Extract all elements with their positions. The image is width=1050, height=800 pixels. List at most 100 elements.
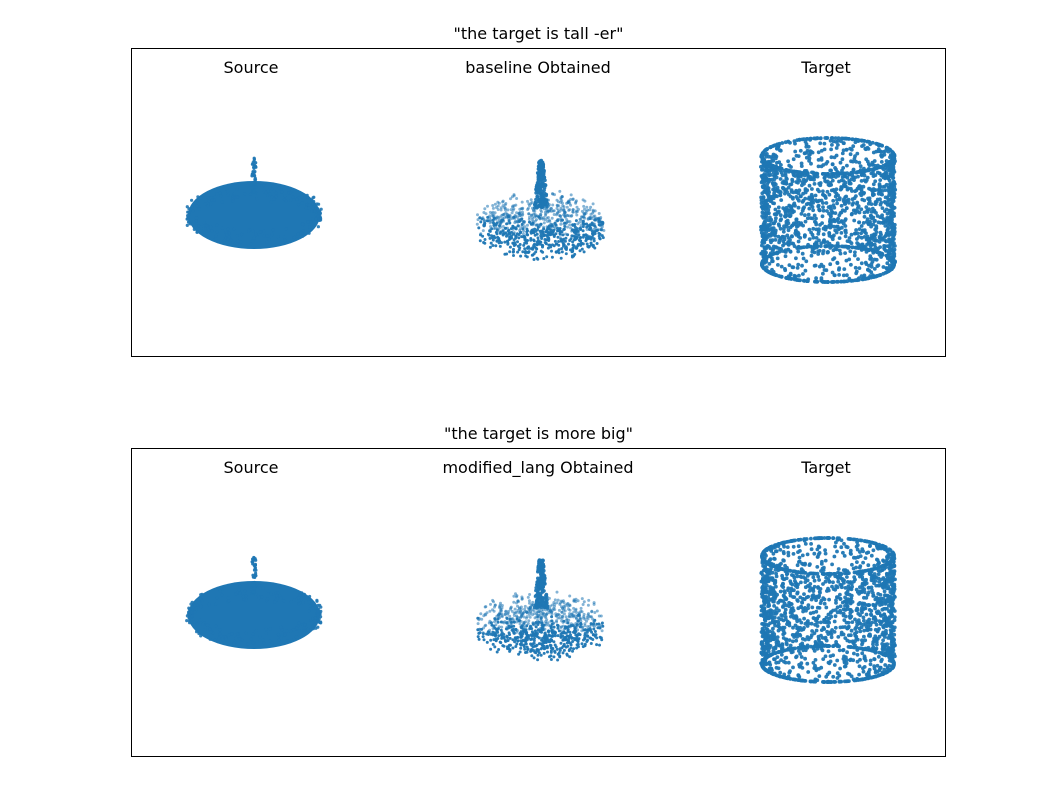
point: [299, 231, 304, 235]
point: [759, 228, 763, 232]
point: [534, 197, 538, 202]
point: [535, 256, 539, 260]
point: [868, 187, 873, 192]
point: [520, 235, 524, 239]
point: [797, 273, 801, 278]
point: [788, 194, 793, 199]
point: [815, 136, 820, 141]
point: [559, 208, 563, 212]
point: [495, 232, 499, 236]
point: [568, 604, 572, 607]
point: [252, 190, 256, 194]
point: [585, 228, 589, 231]
point: [556, 652, 560, 656]
point: [533, 202, 537, 206]
point: [867, 207, 871, 212]
point: [880, 251, 884, 256]
point: [493, 631, 497, 635]
point: [830, 237, 835, 242]
point: [264, 627, 268, 631]
point: [847, 236, 852, 240]
point: [551, 646, 555, 650]
point: [834, 598, 838, 603]
point: [279, 636, 283, 640]
point: [825, 189, 830, 194]
point: [490, 234, 494, 238]
point: [539, 208, 543, 212]
point: [881, 185, 885, 189]
point: [807, 237, 812, 242]
point: [558, 648, 562, 652]
point: [760, 234, 765, 239]
obtained-cloud-2: [476, 558, 605, 662]
point: [579, 606, 583, 610]
point: [598, 232, 602, 236]
point: [791, 172, 796, 177]
point: [830, 211, 835, 215]
point: [850, 137, 855, 142]
point: [195, 630, 199, 634]
point: [501, 225, 505, 228]
point: [839, 231, 844, 235]
point: [802, 245, 806, 250]
point: [829, 280, 834, 284]
point: [264, 190, 268, 195]
point: [291, 628, 295, 632]
point: [870, 248, 875, 253]
point: [553, 650, 557, 654]
point: [598, 643, 601, 647]
point: [561, 620, 565, 624]
point: [495, 650, 499, 654]
point: [783, 214, 787, 219]
point: [559, 233, 562, 237]
point: [829, 147, 833, 152]
point: [532, 656, 536, 660]
point: [830, 143, 834, 147]
point: [308, 594, 312, 599]
point: [313, 209, 317, 213]
point: [805, 171, 810, 176]
point: [807, 159, 811, 163]
point: [593, 214, 597, 218]
point: [539, 617, 543, 620]
point: [516, 604, 519, 608]
point: [881, 172, 886, 177]
point: [809, 192, 814, 197]
point: [873, 236, 877, 240]
point: [306, 627, 310, 632]
point: [848, 152, 853, 157]
point: [886, 269, 891, 274]
point: [810, 170, 814, 175]
point: [768, 173, 773, 177]
point: [556, 658, 560, 662]
point: [497, 241, 501, 245]
point: [597, 614, 601, 618]
point: [195, 198, 200, 202]
point: [801, 177, 806, 182]
point: [552, 625, 556, 629]
point: [809, 149, 814, 154]
point: [816, 158, 821, 162]
point: [892, 211, 896, 216]
point: [595, 242, 599, 245]
point: [598, 223, 602, 227]
point: [525, 624, 529, 628]
point: [485, 640, 489, 644]
point: [251, 161, 255, 165]
point: [538, 213, 542, 216]
point: [510, 195, 514, 199]
point: [589, 241, 593, 245]
point: [526, 223, 529, 227]
point: [280, 190, 284, 194]
point: [580, 610, 584, 614]
point: [817, 248, 822, 253]
point: [885, 211, 890, 216]
point: [258, 230, 262, 234]
point: [879, 160, 884, 164]
point: [843, 228, 848, 233]
point: [519, 646, 523, 650]
point: [517, 224, 521, 228]
point: [768, 227, 772, 232]
point: [535, 634, 539, 638]
point: [556, 626, 560, 630]
